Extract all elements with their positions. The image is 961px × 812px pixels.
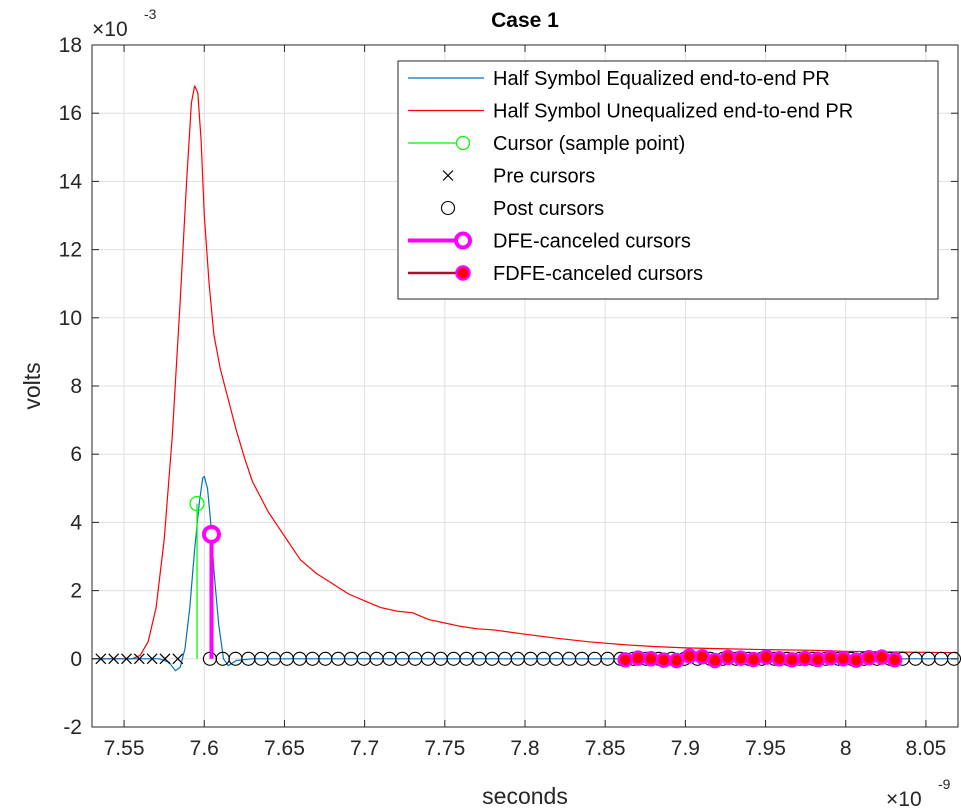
legend-swatch-marker xyxy=(455,265,471,281)
pre-cursor-marker xyxy=(146,653,158,665)
fdfe-marker xyxy=(655,652,672,668)
x-tick-label: 7.6 xyxy=(190,737,219,760)
dfe-marker xyxy=(201,524,221,544)
pre-cursor-stroke xyxy=(159,653,171,665)
y-tick-label: 10 xyxy=(59,307,82,330)
post-cursor-marker xyxy=(946,651,961,666)
fdfe-marker xyxy=(732,650,749,666)
fdfe-marker xyxy=(886,652,903,668)
cursor-marker xyxy=(189,495,205,512)
legend-label: Half Symbol Unequalized end-to-end PR xyxy=(493,101,853,123)
fdfe-marker xyxy=(797,650,813,667)
fdfe-marker xyxy=(745,651,762,668)
x-tick-label: 8 xyxy=(840,737,852,760)
x-axis-multiplier: ×10 -9 xyxy=(886,776,951,811)
fdfe-marker xyxy=(784,652,800,668)
x-tick-label: 7.7 xyxy=(350,737,379,760)
y-multiplier-base: ×10 xyxy=(92,18,128,41)
fdfe-marker xyxy=(643,651,659,667)
y-tick-label: 4 xyxy=(70,511,82,534)
fdfe-marker xyxy=(681,648,698,664)
legend-entry: Half Symbol Equalized end-to-end PR xyxy=(408,68,830,90)
fdfe-marker xyxy=(874,649,890,665)
legend-entry: Post cursors xyxy=(440,198,604,220)
y-tick-label: 6 xyxy=(70,443,82,466)
y-tick-label: 18 xyxy=(59,34,82,57)
pre-cursor-stroke xyxy=(172,653,184,665)
legend-label: Pre cursors xyxy=(493,166,595,188)
fdfe-marker xyxy=(707,652,723,669)
legend-entry: DFE-canceled cursors xyxy=(408,231,691,253)
x-tick-label: 7.55 xyxy=(104,737,145,760)
chart-title: Case 1 xyxy=(491,9,559,32)
equalized-pr-line xyxy=(92,475,958,672)
fdfe-marker xyxy=(720,649,736,666)
legend-entry: Pre cursors xyxy=(442,166,595,188)
fdfe-marker xyxy=(771,651,787,667)
x-tick-label: 8.05 xyxy=(905,737,946,760)
legend-swatch-marker xyxy=(454,231,472,250)
fdfe-marker xyxy=(758,649,775,665)
fdfe-marker xyxy=(617,652,633,668)
unequalized-pr-line xyxy=(92,85,959,660)
fdfe-marker xyxy=(668,652,685,669)
pre-cursor-marker xyxy=(133,653,145,665)
y-multiplier-exponent: -3 xyxy=(144,6,157,22)
fdfe-marker xyxy=(809,651,826,668)
pre-cursor-marker xyxy=(172,653,184,665)
x-tick-label: 7.65 xyxy=(264,737,305,760)
legend: Half Symbol Equalized end-to-end PR Half … xyxy=(397,60,939,300)
y-tick-label: 16 xyxy=(59,102,82,125)
legend-entry: Cursor (sample point) xyxy=(408,133,685,155)
x-tick-label: 7.8 xyxy=(510,737,539,760)
x-tick-label: 7.75 xyxy=(424,737,465,760)
legend-label: Cursor (sample point) xyxy=(493,133,685,155)
fdfe-marker xyxy=(861,650,877,666)
legend-entry: FDFE-canceled cursors xyxy=(408,263,703,285)
legend-swatch-marker xyxy=(455,135,471,151)
legend-label: DFE-canceled cursors xyxy=(493,231,691,253)
y-tick-label: 14 xyxy=(59,170,83,193)
x-multiplier-exponent: -9 xyxy=(938,776,951,792)
legend-entry: Half Symbol Unequalized end-to-end PR xyxy=(408,101,853,123)
legend-items: Half Symbol Equalized end-to-end PR Half … xyxy=(408,68,853,285)
y-tick-label: 8 xyxy=(70,375,82,398)
pre-cursor-stroke xyxy=(95,653,107,665)
pre-cursor-marker xyxy=(121,653,132,665)
fdfe-marker xyxy=(848,652,864,668)
pre-cursor-stroke xyxy=(133,653,145,665)
series-layer xyxy=(92,85,961,672)
x-multiplier-base: ×10 xyxy=(886,788,922,811)
legend-swatch-marker xyxy=(440,200,456,216)
pre-cursor-stroke xyxy=(108,653,120,665)
legend-label: FDFE-canceled cursors xyxy=(493,263,703,285)
fdfe-marker xyxy=(630,650,646,666)
legend-label: Post cursors xyxy=(493,198,604,220)
legend-box xyxy=(397,60,939,300)
pre-cursor-stroke xyxy=(121,653,132,665)
y-axis-label: volts xyxy=(19,362,45,409)
legend-label: Half Symbol Equalized end-to-end PR xyxy=(493,68,830,90)
pre-cursor-marker xyxy=(95,653,107,665)
x-tick-label: 7.95 xyxy=(745,737,786,760)
fdfe-marker xyxy=(694,649,710,665)
fdfe-marker xyxy=(822,650,839,666)
x-tick-label: 7.9 xyxy=(671,737,700,760)
y-tick-label: 0 xyxy=(70,648,82,671)
y-tick-label: 12 xyxy=(59,239,82,262)
y-axis-multiplier: ×10 -3 xyxy=(92,6,157,41)
x-axis-label: seconds xyxy=(482,783,568,809)
axis-ticks: 7.55 7.6 7.65 7.7 7.75 7.8 7.85 7.9 7.95 8 8.05 -2 0… xyxy=(59,34,958,760)
pre-cursor-stroke xyxy=(146,653,158,665)
legend-swatch-marker xyxy=(442,170,454,181)
x-tick-label: 7.85 xyxy=(585,737,626,760)
y-tick-label: -2 xyxy=(63,716,82,739)
y-tick-label: 2 xyxy=(70,580,82,603)
pre-cursor-marker xyxy=(108,653,120,665)
pre-cursor-marker xyxy=(159,653,171,665)
fdfe-marker xyxy=(835,651,852,667)
